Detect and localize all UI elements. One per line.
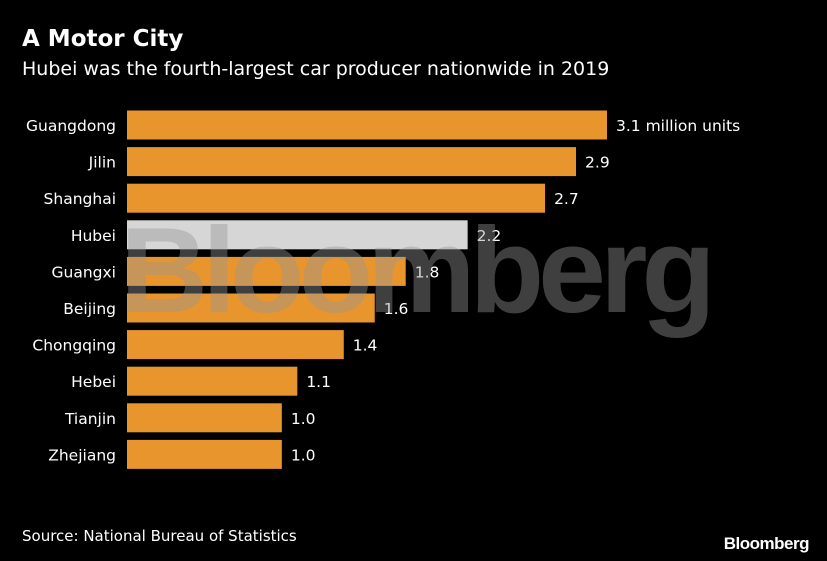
bar-shanghai [127,183,546,213]
bloomberg-logo: Bloomberg [723,534,810,553]
value-label: 2.7 [554,190,579,208]
category-label: Zhejiang [48,446,116,464]
category-label: Guangxi [52,263,116,281]
value-label: 1.1 [306,373,331,391]
value-label: 1.0 [291,446,316,464]
bar-hebei [127,366,298,396]
category-label: Beijing [63,300,116,318]
category-label: Hubei [71,227,116,245]
bar-tianjin [127,403,282,433]
bar-guangxi [127,256,406,286]
value-label: 1.8 [415,263,440,281]
chart-subtitle: Hubei was the fourth-largest car produce… [22,58,610,80]
category-label: Hebei [71,373,116,391]
value-label: 3.1 million units [616,117,740,135]
category-label: Shanghai [44,190,116,208]
value-label: 2.2 [477,227,502,245]
value-label: 1.6 [384,300,409,318]
bar-hubei [127,220,468,250]
bar-chongqing [127,330,344,360]
category-label: Tianjin [64,410,116,428]
category-label: Jilin [88,154,116,172]
bar-guangdong [127,110,607,140]
value-label: 1.0 [291,410,316,428]
bar-jilin [127,147,577,177]
chart-title: A Motor City [22,26,184,52]
value-label: 1.4 [353,337,378,355]
category-label: Guangdong [26,117,116,135]
watermark: Bloomberg [120,202,710,338]
category-label: Chongqing [32,337,116,355]
source-note: Source: National Bureau of Statistics [22,527,297,545]
bar-beijing [127,293,375,323]
value-label: 2.9 [585,154,610,172]
bar-zhejiang [127,439,282,469]
